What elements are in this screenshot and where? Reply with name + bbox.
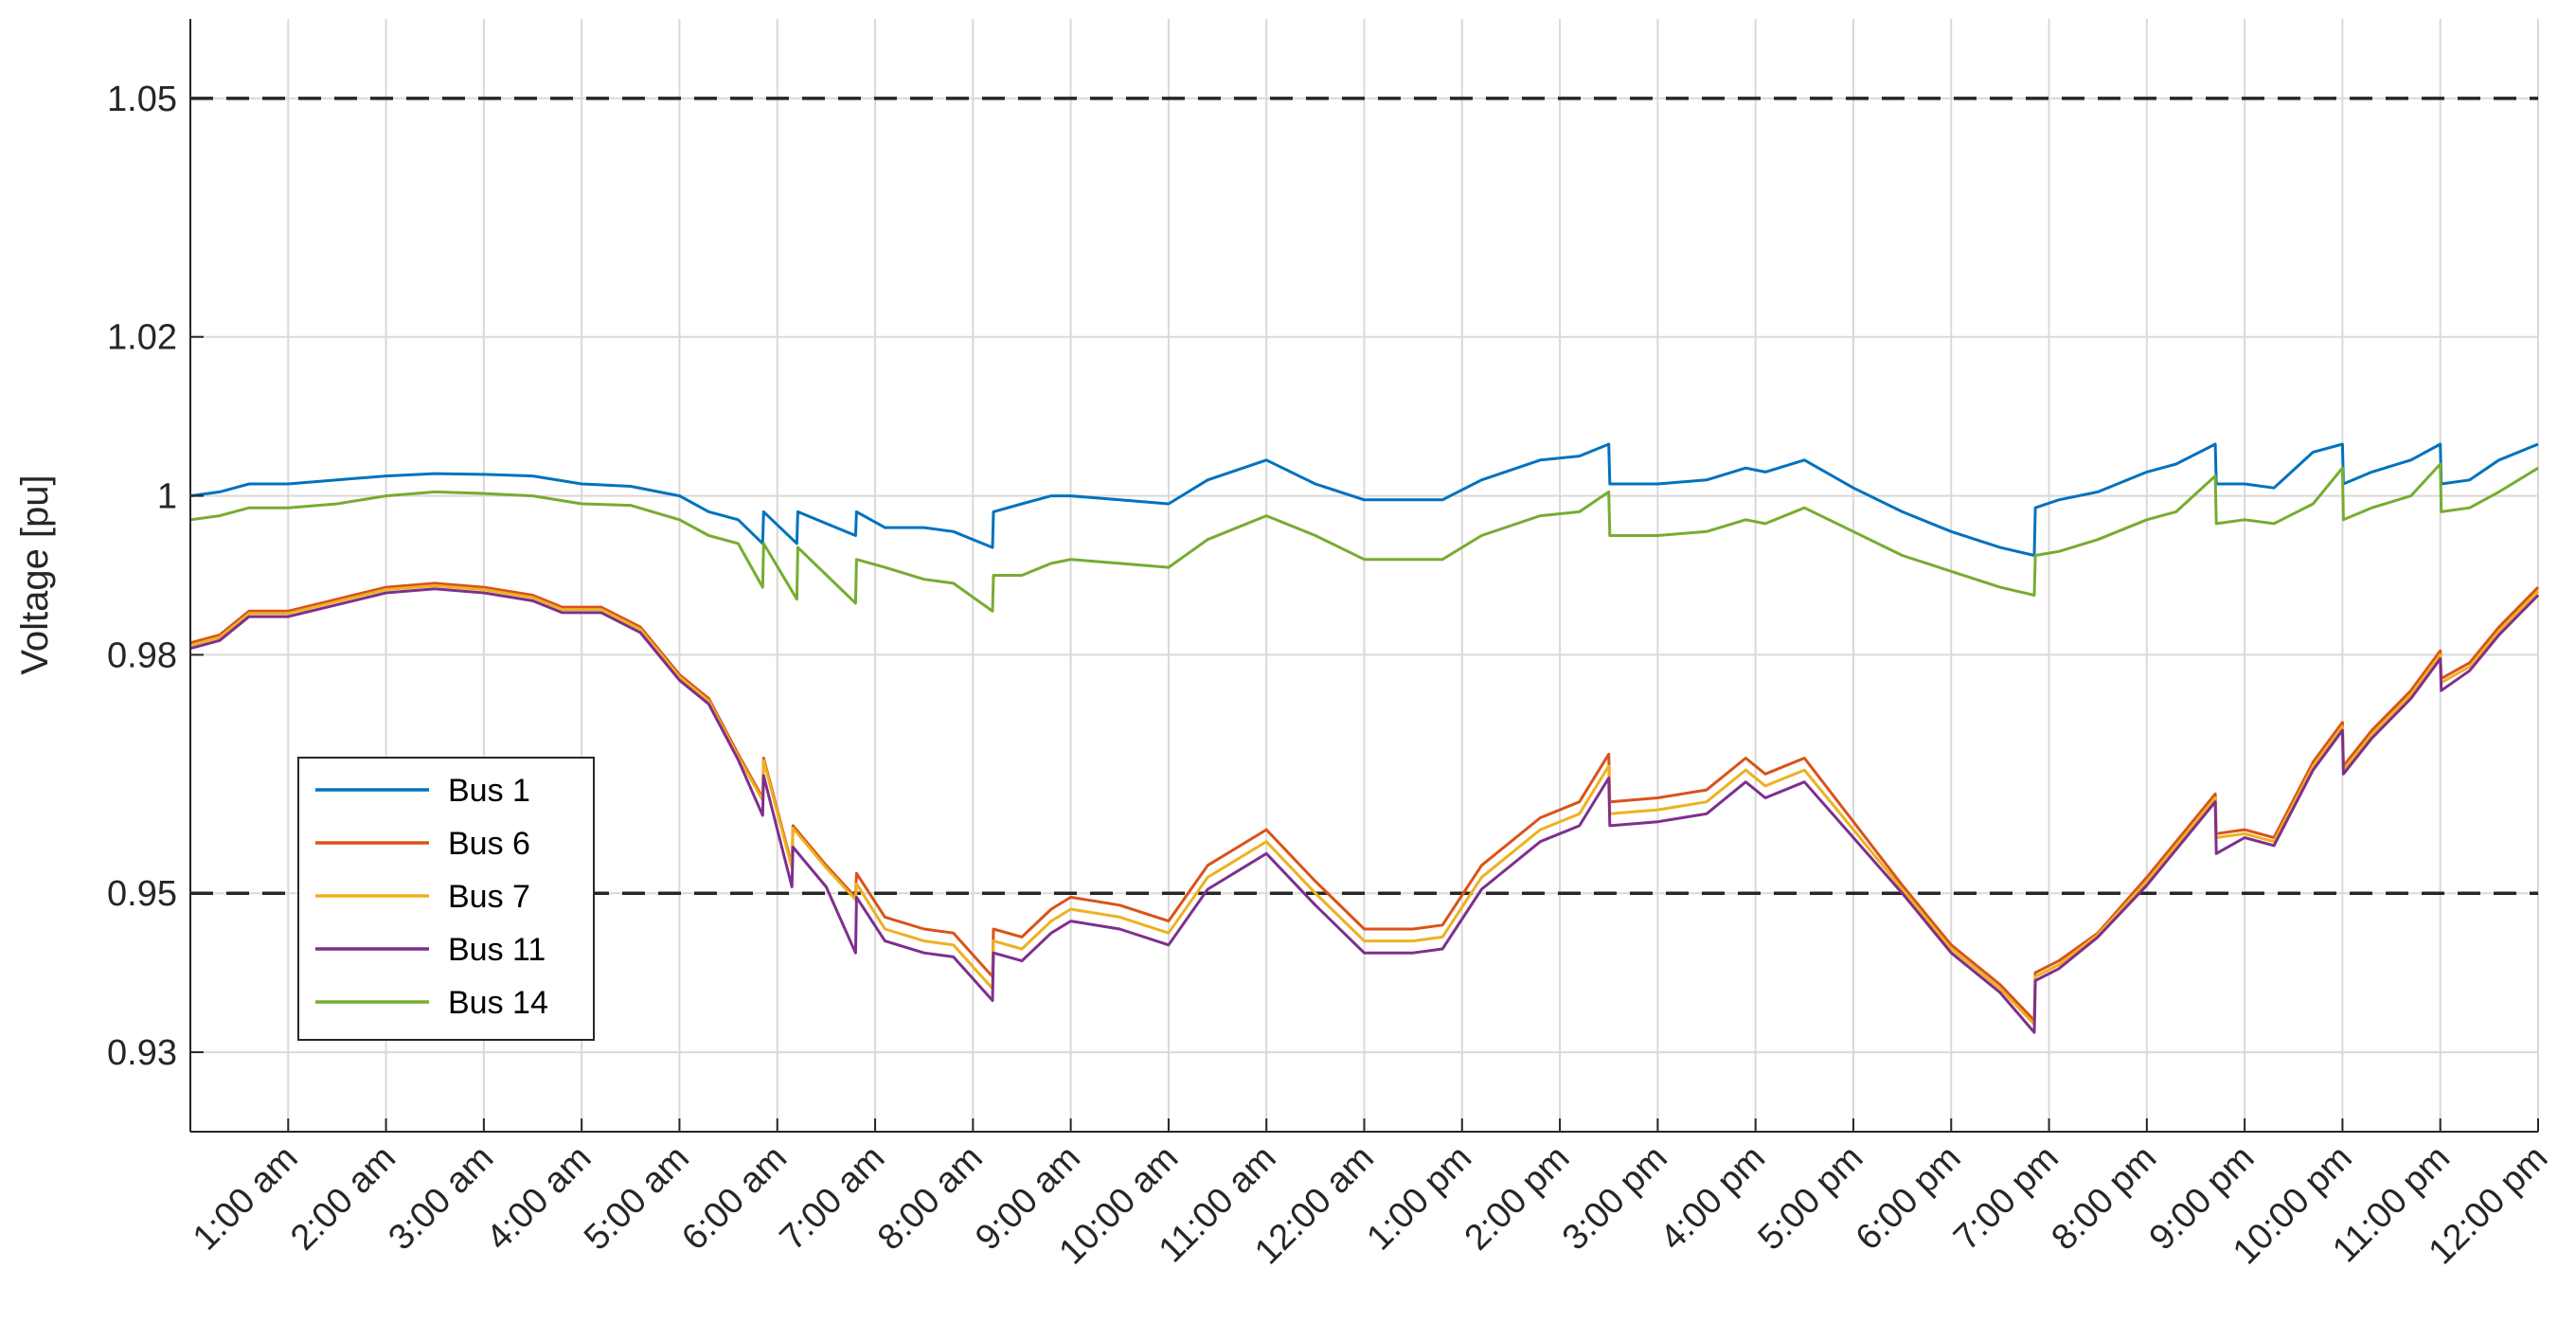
legend-label: Bus 1	[448, 773, 530, 809]
y-tick-label: 0.98	[107, 635, 177, 675]
x-tick-labels: 1:00 am2:00 am3:00 am4:00 am5:00 am6:00 …	[186, 1118, 2555, 1272]
series-line-bus-14	[189, 462, 2539, 613]
reference-lines	[190, 97, 2538, 895]
x-tick-label: 3:00 am	[381, 1138, 501, 1259]
x-tick-label: 7:00 am	[773, 1138, 893, 1259]
x-tick-label: 6:00 pm	[1849, 1138, 1969, 1259]
y-tick-label: 1	[157, 477, 177, 517]
y-tick-label: 1.02	[107, 318, 177, 358]
y-tick-label: 1.05	[107, 80, 177, 119]
legend-label: Bus 11	[448, 932, 546, 968]
grid-vertical	[287, 19, 2539, 1132]
x-tick-label: 5:00 pm	[1751, 1138, 1871, 1259]
x-tick-label: 1:00 am	[186, 1138, 306, 1259]
legend-label: Bus 7	[448, 879, 530, 915]
series-lines	[189, 442, 2540, 1034]
x-tick-label: 8:00 am	[870, 1138, 991, 1259]
series-line-bus-6	[189, 581, 2540, 1022]
y-axis-label: Voltage [pu]	[14, 474, 56, 674]
series-line-bus-11	[189, 587, 2540, 1034]
x-tick-label: 7:00 pm	[1946, 1138, 2066, 1259]
x-tick-label: 4:00 am	[479, 1138, 599, 1259]
legend: Bus 1 Bus 6 Bus 7 Bus 11 Bus 14	[297, 757, 595, 1041]
legend-label: Bus 14	[448, 985, 548, 1021]
legend-label: Bus 6	[448, 826, 530, 862]
x-tick-label: 1:00 pm	[1359, 1138, 1479, 1259]
x-tick-label: 4:00 pm	[1653, 1138, 1773, 1259]
x-tick-label: 2:00 am	[283, 1138, 403, 1259]
x-tick-label: 2:00 pm	[1458, 1138, 1578, 1259]
x-tick-label: 8:00 pm	[2044, 1138, 2164, 1259]
y-tick-label: 0.95	[107, 874, 177, 914]
series-line-bus-1	[189, 442, 2539, 557]
legend-box	[297, 757, 595, 1041]
series-line-bus-7	[189, 583, 2540, 1027]
x-tick-label: 3:00 pm	[1555, 1138, 1675, 1259]
x-tick-label: 6:00 am	[674, 1138, 795, 1259]
y-tick-label: 0.93	[107, 1033, 177, 1073]
y-tick-labels: 0.93 0.95 0.98 1 1.02 1.05	[107, 80, 204, 1073]
x-tick-label: 5:00 am	[577, 1138, 697, 1259]
